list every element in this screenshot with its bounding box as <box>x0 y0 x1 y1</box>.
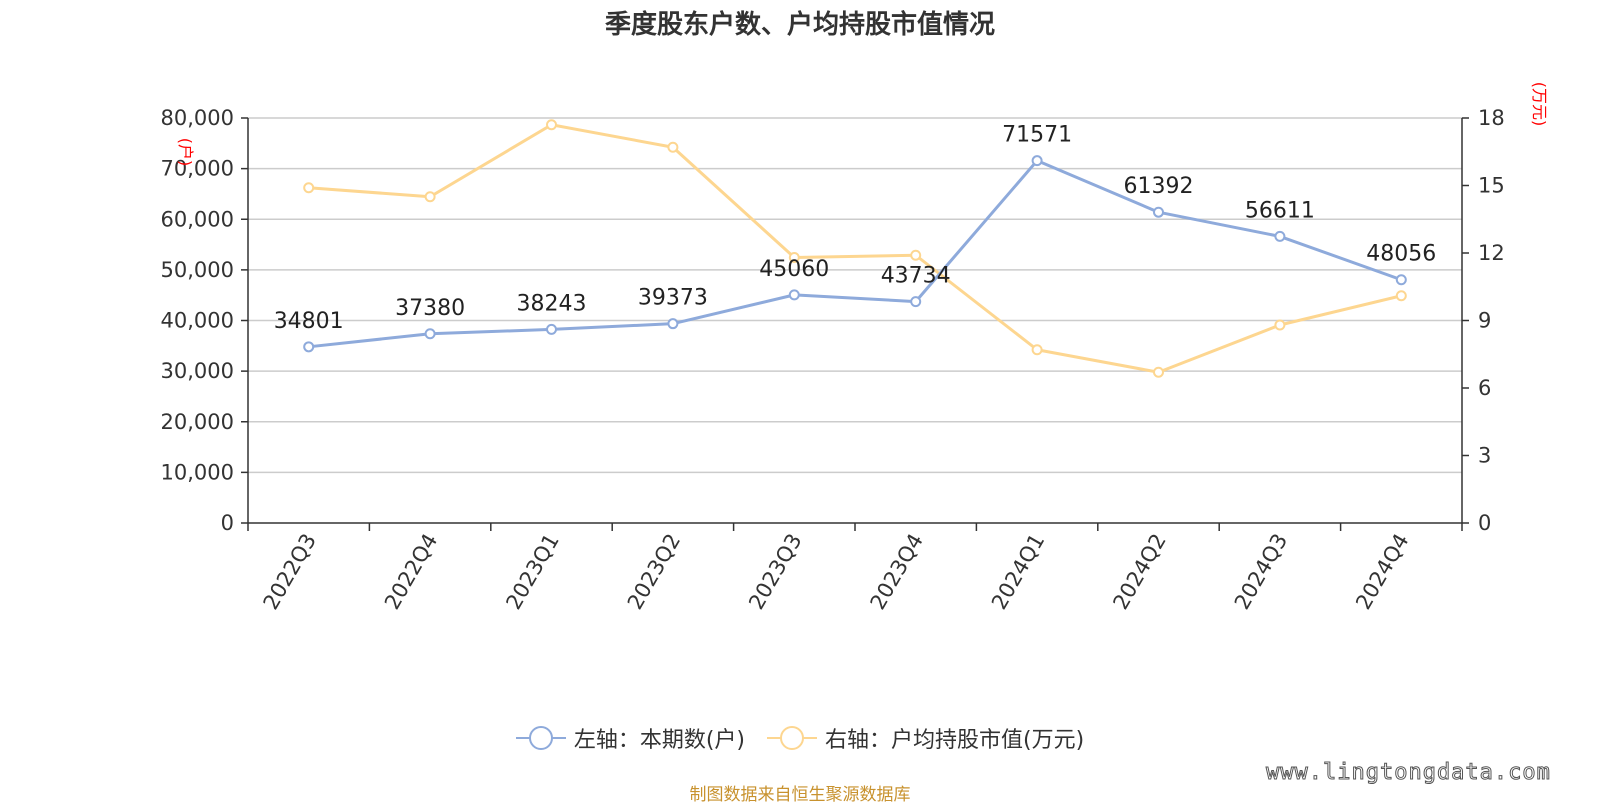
left-tick-label: 30,000 <box>161 359 234 383</box>
right-tick-label: 15 <box>1478 174 1505 198</box>
legend-right-series-label: 右轴：户均持股市值(万元) <box>825 728 1085 753</box>
chart-title: 季度股东户数、户均持股市值情况 <box>604 10 995 40</box>
left-tick-label: 60,000 <box>161 207 234 231</box>
series-point-left <box>1274 230 1286 242</box>
series-layer <box>303 119 1407 378</box>
series-point-right <box>667 141 679 153</box>
series-line-left <box>308 159 1402 349</box>
legend-item-left-series[interactable]: 左轴：本期数(户) <box>515 722 745 754</box>
left-tick-label: 0 <box>221 511 234 535</box>
left-tick-label: 80,000 <box>161 106 234 130</box>
legend: 左轴：本期数(户) 右轴：户均持股市值(万元) <box>0 722 1600 754</box>
series-point-left <box>788 289 800 301</box>
series-point-right <box>1153 366 1164 378</box>
series-point-right <box>424 191 436 203</box>
legend-item-right-series[interactable]: 右轴：户均持股市值(万元) <box>767 722 1084 754</box>
legend-left-series-label: 左轴：本期数(户) <box>573 728 745 753</box>
right-axis-unit: (万元) <box>1530 82 1549 127</box>
series-point-left <box>424 328 436 340</box>
series-point-left <box>546 323 557 335</box>
gridlines <box>248 117 1462 474</box>
data-label: 61392 <box>1124 174 1194 199</box>
left-axis-unit: (户) <box>176 138 195 167</box>
right-tick-label: 3 <box>1478 444 1491 468</box>
data-label: 38243 <box>517 291 587 316</box>
legend-right-series-icon <box>767 726 817 750</box>
data-label: 56611 <box>1245 198 1315 223</box>
series-point-right <box>788 252 800 263</box>
series-point-left <box>1395 274 1407 286</box>
series-point-right <box>303 182 315 194</box>
right-axis-ticks: 0 3 6 9 12 15 18 <box>1462 106 1505 535</box>
data-label: 39373 <box>638 286 708 311</box>
watermark: www.lingtongdata.com <box>1266 760 1551 786</box>
left-tick-label: 20,000 <box>161 410 234 434</box>
x-tick-label: 2022Q4 <box>380 530 442 614</box>
series-point-left <box>1153 206 1164 218</box>
right-tick-label: 9 <box>1478 309 1491 333</box>
series-point-right <box>1395 290 1407 302</box>
right-tick-label: 6 <box>1478 376 1491 400</box>
series-point-left <box>910 296 922 308</box>
x-axis-ticks: 2022Q3 2022Q4 2023Q1 2023Q2 2023Q3 2023Q4 2024… <box>247 523 1463 614</box>
left-tick-label: 10,000 <box>161 460 234 484</box>
data-label: 45060 <box>759 257 829 282</box>
x-tick-label: 2024Q1 <box>987 530 1049 614</box>
left-tick-label: 40,000 <box>161 309 234 333</box>
x-tick-label: 2023Q3 <box>744 530 806 614</box>
series-point-left <box>1031 155 1043 167</box>
x-tick-label: 2024Q2 <box>1108 530 1170 614</box>
right-tick-label: 0 <box>1478 511 1491 535</box>
left-tick-label: 70,000 <box>161 157 234 181</box>
series-point-right <box>546 119 557 131</box>
data-label: 71571 <box>1002 123 1072 148</box>
x-tick-label: 2022Q3 <box>259 530 321 614</box>
x-tick-label: 2023Q4 <box>866 530 928 614</box>
data-label: 34801 <box>274 309 344 334</box>
left-axis-ticks: 0 10,000 20,000 30,000 40,000 50,000 60,000 70,… <box>161 106 248 535</box>
x-tick-label: 2024Q3 <box>1230 530 1292 614</box>
source-note: 制图数据来自恒生聚源数据库 <box>689 785 911 805</box>
data-label: 48056 <box>1366 242 1436 267</box>
right-tick-label: 18 <box>1478 106 1505 130</box>
series-point-right <box>1274 319 1286 331</box>
series-point-right <box>910 249 922 261</box>
x-tick-label: 2023Q2 <box>623 530 685 614</box>
legend-left-series-icon <box>515 726 566 750</box>
x-tick-label: 2024Q4 <box>1351 530 1413 614</box>
series-point-left <box>303 341 315 353</box>
series-point-left <box>667 318 679 330</box>
series-line-right <box>308 123 1402 374</box>
data-labels: 34801 37380 38243 39373 45060 43734 71571 61392… <box>274 123 1437 334</box>
series-point-right <box>1031 344 1043 356</box>
data-label: 43734 <box>881 264 951 289</box>
left-tick-label: 50,000 <box>161 258 234 282</box>
data-label: 37380 <box>395 296 465 321</box>
right-tick-label: 12 <box>1478 241 1505 265</box>
x-tick-label: 2023Q1 <box>501 530 563 614</box>
